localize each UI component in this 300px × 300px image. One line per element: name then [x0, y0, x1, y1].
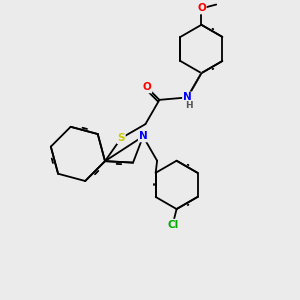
Text: O: O	[197, 3, 206, 14]
Text: O: O	[143, 82, 152, 92]
Text: N: N	[139, 131, 148, 141]
Text: S: S	[117, 133, 125, 143]
Text: Cl: Cl	[167, 220, 178, 230]
Text: N: N	[183, 92, 192, 102]
Text: H: H	[185, 101, 193, 110]
